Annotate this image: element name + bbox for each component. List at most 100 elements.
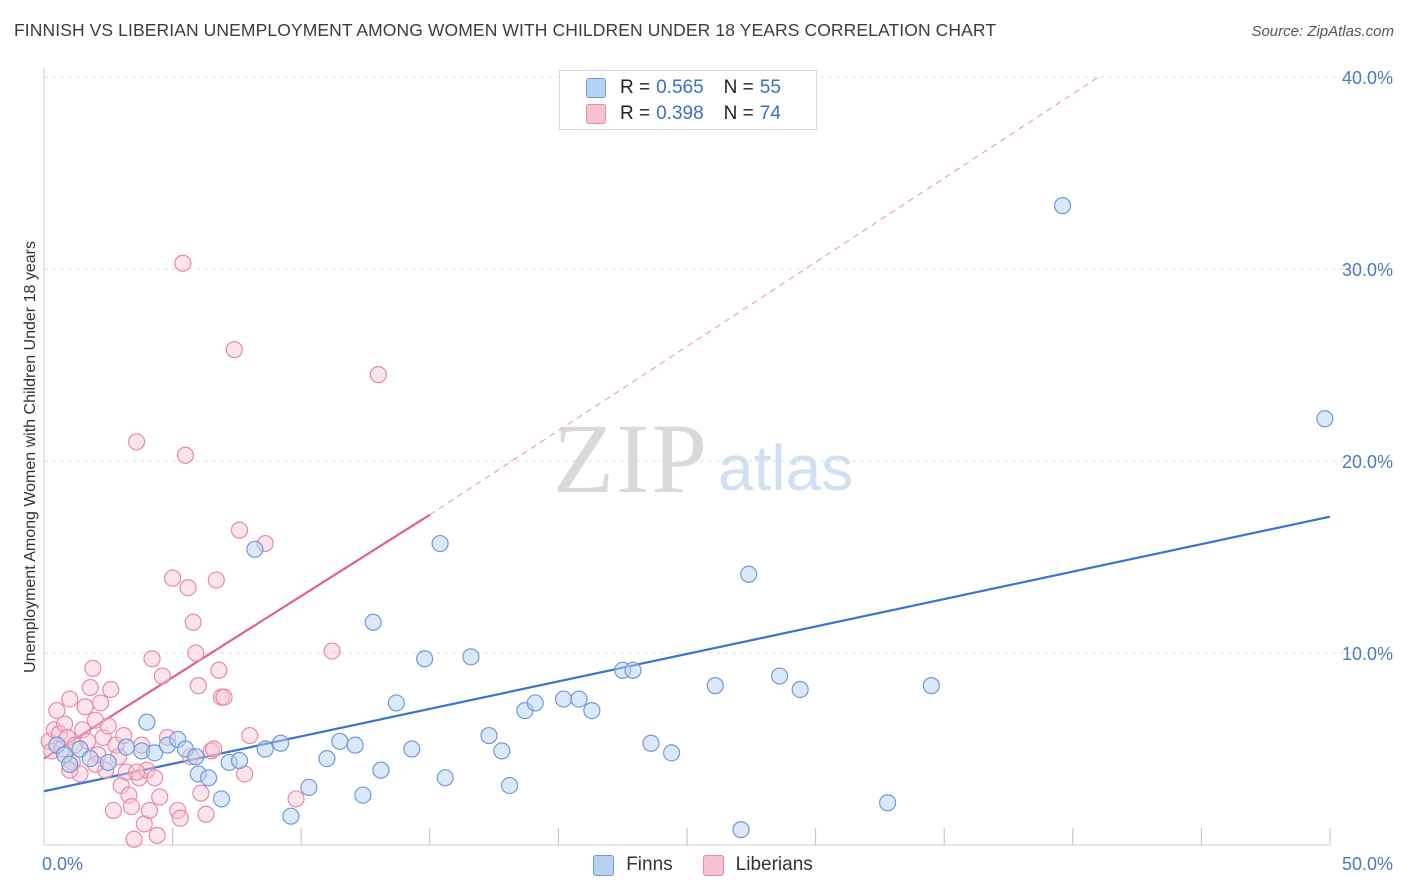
finns-point xyxy=(212,790,231,808)
liberians-point xyxy=(122,797,141,816)
finns-point xyxy=(99,753,117,772)
finns-point xyxy=(732,821,750,839)
liberians-point xyxy=(192,784,210,802)
finns-point xyxy=(200,769,218,787)
finns-point xyxy=(740,565,758,583)
finns-point xyxy=(500,776,519,795)
finns-points xyxy=(48,197,1334,839)
liberians-point xyxy=(210,661,228,679)
finns-point xyxy=(416,650,434,668)
liberians-r-label: R = xyxy=(620,103,651,124)
liberians-point xyxy=(187,644,205,662)
watermark-zip: ZIP xyxy=(553,403,709,514)
finns-point xyxy=(462,648,480,666)
grid-layer xyxy=(44,76,1392,654)
liberians-point xyxy=(205,740,223,758)
tick-labels: 10.0% 20.0% 30.0% 40.0% 0.0% 50.0% xyxy=(42,68,1393,874)
finns-point xyxy=(187,748,205,766)
watermark-atlas: atlas xyxy=(718,432,853,504)
liberians-point xyxy=(127,763,146,781)
finns-point xyxy=(138,713,156,731)
finns-point xyxy=(431,534,449,553)
finns-swatch xyxy=(586,78,606,98)
liberians-point xyxy=(189,677,207,695)
liberians-trend-extension xyxy=(429,76,1099,516)
series-legend: Finns Liberians xyxy=(0,852,1406,878)
finns-point xyxy=(372,761,390,779)
finns-trend-line xyxy=(43,515,1331,793)
liberians-point xyxy=(84,659,102,677)
liberians-point xyxy=(99,717,117,735)
liberians-point xyxy=(179,579,197,597)
finns-point xyxy=(554,690,573,708)
liberians-point xyxy=(197,805,215,823)
liberians-points xyxy=(40,254,387,848)
liberians-point xyxy=(127,433,146,451)
finns-point xyxy=(879,794,897,812)
finns-legend-swatch xyxy=(593,854,615,876)
liberians-point xyxy=(153,667,171,685)
finns-r-label: R = xyxy=(620,77,651,98)
liberians-point xyxy=(148,826,166,845)
finns-point xyxy=(436,769,454,787)
x-tick-label: 0.0% xyxy=(42,854,83,874)
liberians-n-label: N = xyxy=(723,103,754,124)
legend-item-finns: Finns xyxy=(593,854,673,876)
axes-layer xyxy=(43,68,1331,846)
liberians-point xyxy=(125,830,143,848)
liberians-swatch xyxy=(586,104,606,124)
finns-point xyxy=(791,680,809,699)
y-axis-label: Unemployment Among Women with Children U… xyxy=(22,241,39,673)
finns-point xyxy=(583,701,601,720)
y-tick-label: 10.0% xyxy=(1342,644,1393,664)
liberians-point xyxy=(104,801,123,820)
liberians-point xyxy=(76,698,94,716)
finns-point xyxy=(364,613,382,631)
finns-point xyxy=(642,734,660,752)
finns-point xyxy=(331,732,349,750)
liberians-point xyxy=(207,571,225,589)
liberians-point xyxy=(202,742,220,760)
finns-point xyxy=(318,749,336,768)
liberians-point xyxy=(184,613,202,631)
finns-point xyxy=(922,677,940,695)
liberians-point xyxy=(323,642,341,660)
source-credit: Source: ZipAtlas.com xyxy=(1251,23,1394,40)
finns-point xyxy=(230,751,249,770)
finns-point xyxy=(1316,410,1334,428)
liberians-n-value: 74 xyxy=(759,103,781,124)
x-tick-label: 50.0% xyxy=(1342,854,1393,874)
legend-row-liberians: R = 0.398 N = 74 xyxy=(586,102,781,126)
liberians-point xyxy=(230,521,249,539)
finns-point xyxy=(145,744,164,762)
finns-legend-label: Finns xyxy=(626,854,673,875)
liberians-point xyxy=(151,788,169,806)
finns-point xyxy=(624,661,642,679)
liberians-point xyxy=(369,366,387,384)
finns-point xyxy=(282,807,300,825)
liberians-point xyxy=(215,688,233,706)
finns-point xyxy=(61,755,79,773)
finns-point xyxy=(706,677,724,695)
liberians-point xyxy=(171,809,189,827)
liberians-point xyxy=(164,569,182,587)
finns-point xyxy=(246,540,264,558)
y-tick-label: 30.0% xyxy=(1342,260,1393,280)
liberians-point xyxy=(55,715,74,733)
finns-point xyxy=(117,738,135,756)
liberians-point xyxy=(91,694,110,712)
finns-n-value: 55 xyxy=(759,77,781,98)
finns-point xyxy=(346,736,364,754)
y-tick-label: 40.0% xyxy=(1342,68,1393,88)
liberians-point xyxy=(143,650,161,668)
finns-point xyxy=(770,667,789,685)
finns-point xyxy=(493,742,511,760)
liberians-legend-label: Liberians xyxy=(735,854,813,875)
liberians-r-value: 0.398 xyxy=(656,103,704,124)
finns-r-value: 0.565 xyxy=(656,77,704,98)
liberians-point xyxy=(102,680,120,699)
finns-point xyxy=(1053,197,1072,215)
finns-point xyxy=(480,726,498,745)
correlation-legend: R = 0.565 N = 55 R = 0.398 N = 74 xyxy=(559,70,817,130)
